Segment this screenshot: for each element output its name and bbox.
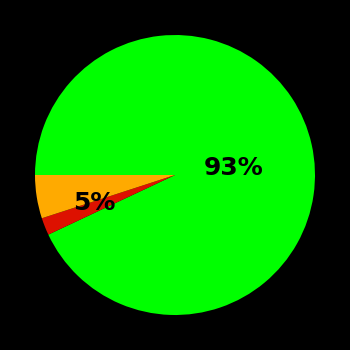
Wedge shape (35, 35, 315, 315)
Text: 5%: 5% (72, 191, 115, 215)
Wedge shape (42, 175, 175, 234)
Wedge shape (35, 175, 175, 218)
Text: 93%: 93% (204, 156, 264, 180)
